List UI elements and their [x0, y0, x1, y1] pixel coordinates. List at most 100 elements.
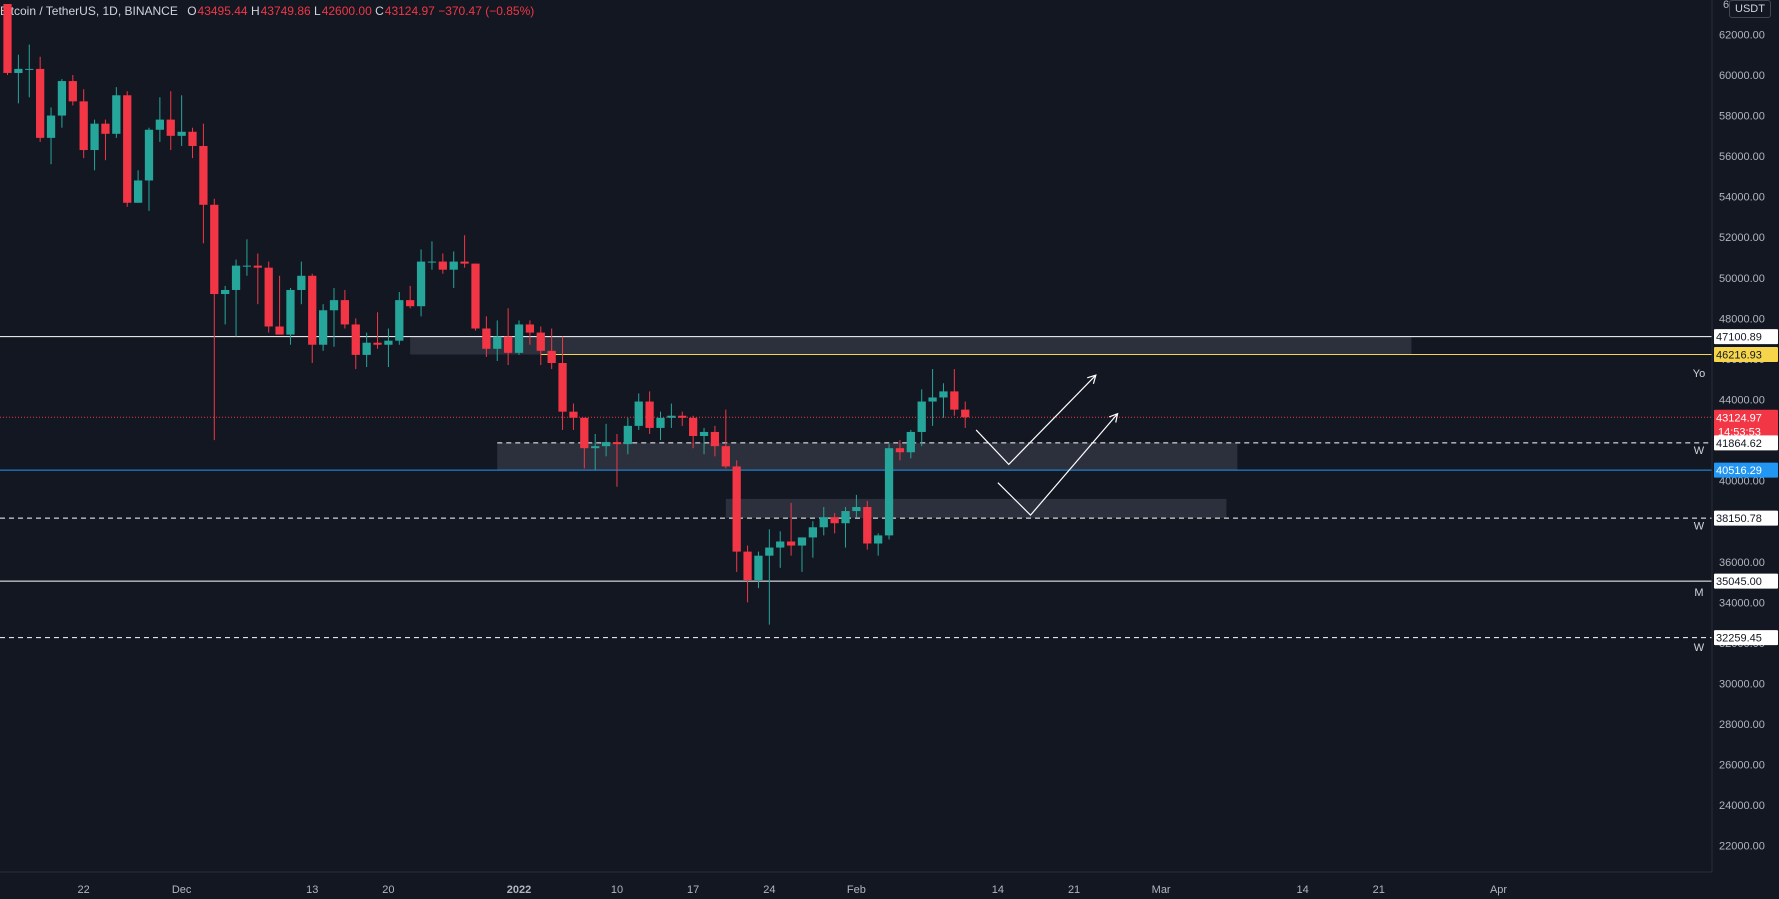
x-tick-label: 10 [611, 884, 623, 896]
level-tag: Yo [1693, 368, 1705, 380]
candle [14, 68, 23, 73]
price-badge-label: 35045.00 [1716, 576, 1762, 588]
candle [406, 300, 415, 307]
candle [558, 362, 567, 412]
y-tick-label: 30000.00 [1719, 678, 1765, 690]
candle [863, 507, 872, 544]
candle [754, 555, 763, 581]
currency-button[interactable]: USDT [1729, 0, 1771, 18]
low-label: L [314, 4, 321, 18]
candle [591, 446, 600, 449]
candle [373, 342, 382, 345]
demand-zone [497, 442, 1238, 471]
price-badge-label: 43124.97 [1716, 412, 1762, 424]
candle [721, 446, 730, 467]
price-badge [1714, 462, 1778, 478]
candle [3, 4, 12, 73]
candle [210, 204, 219, 295]
candle [950, 391, 959, 410]
candle [177, 131, 186, 136]
candle [144, 129, 154, 181]
candle [395, 300, 404, 341]
candle [667, 415, 676, 418]
candle [482, 328, 491, 349]
candle [438, 261, 447, 270]
candle [36, 68, 45, 138]
x-tick-label: 14 [992, 884, 1004, 896]
candle [286, 289, 295, 335]
candle [601, 442, 611, 447]
candle [623, 425, 632, 445]
candle [797, 537, 807, 546]
y-tick-label: 22000.00 [1719, 841, 1765, 853]
change-value: −370.47 (−0.85%) [438, 4, 535, 18]
demand-zone [725, 498, 1227, 519]
candle [188, 131, 197, 146]
candle [471, 263, 480, 329]
arrow-head [1087, 374, 1097, 384]
arrow-head [1108, 412, 1119, 423]
y-tick-label: 40000.00 [1719, 476, 1765, 488]
candle [765, 547, 774, 556]
candle [906, 431, 915, 453]
x-tick-label: 2022 [507, 884, 531, 896]
candle [25, 68, 34, 70]
price-badge-label: 46216.93 [1716, 350, 1762, 362]
projection-path[interactable] [975, 374, 1097, 466]
candle [841, 511, 850, 524]
candle [57, 81, 67, 116]
level-tag: M [1694, 587, 1703, 599]
candle [874, 535, 883, 544]
candle [112, 95, 121, 134]
candle [656, 417, 665, 428]
candle [612, 442, 622, 445]
projection-path[interactable] [997, 413, 1119, 516]
candle [133, 180, 143, 203]
price-badge [1714, 510, 1778, 526]
candle [536, 332, 545, 351]
candle [939, 391, 948, 398]
candle [525, 324, 535, 333]
candle [155, 119, 165, 130]
candle [329, 300, 339, 311]
candle [460, 261, 469, 264]
high-value: 43749.86 [260, 4, 311, 18]
symbol-title[interactable]: Bitcoin / TetherUS, 1D, BINANCE [0, 4, 178, 18]
candle [678, 415, 687, 418]
candle [493, 336, 502, 349]
x-tick-label: 21 [1373, 884, 1385, 896]
candle [318, 310, 328, 345]
candle [253, 265, 262, 268]
y-tick-label: 6 [1723, 0, 1729, 11]
price-badge-label: 32259.45 [1716, 633, 1762, 645]
candle [895, 448, 905, 453]
x-tick-label: Apr [1490, 884, 1507, 896]
candle [634, 401, 643, 426]
candle [199, 145, 208, 205]
y-tick-label: 50000.00 [1719, 273, 1765, 285]
candle [308, 275, 317, 345]
y-tick-label: 48000.00 [1719, 313, 1765, 325]
price-badge [1714, 347, 1778, 363]
countdown-label: 14:53:53 [1718, 426, 1761, 438]
candle [580, 417, 589, 449]
candle [384, 340, 393, 345]
candle [808, 527, 818, 538]
y-tick-label: 34000.00 [1719, 597, 1765, 609]
y-tick-label: 54000.00 [1719, 192, 1765, 204]
candle [351, 324, 360, 355]
candle [231, 265, 241, 290]
candle [503, 336, 513, 353]
candle [884, 448, 894, 536]
candle [427, 261, 437, 263]
x-tick-label: 22 [78, 884, 90, 896]
price-badge-label: 47100.89 [1716, 332, 1762, 344]
level-tag: W [1694, 520, 1705, 532]
candle [340, 300, 350, 325]
x-tick-label: Mar [1152, 884, 1171, 896]
x-tick-label: Dec [172, 884, 192, 896]
candle [961, 409, 970, 418]
candle [362, 342, 371, 355]
y-tick-label: 36000.00 [1719, 557, 1765, 569]
